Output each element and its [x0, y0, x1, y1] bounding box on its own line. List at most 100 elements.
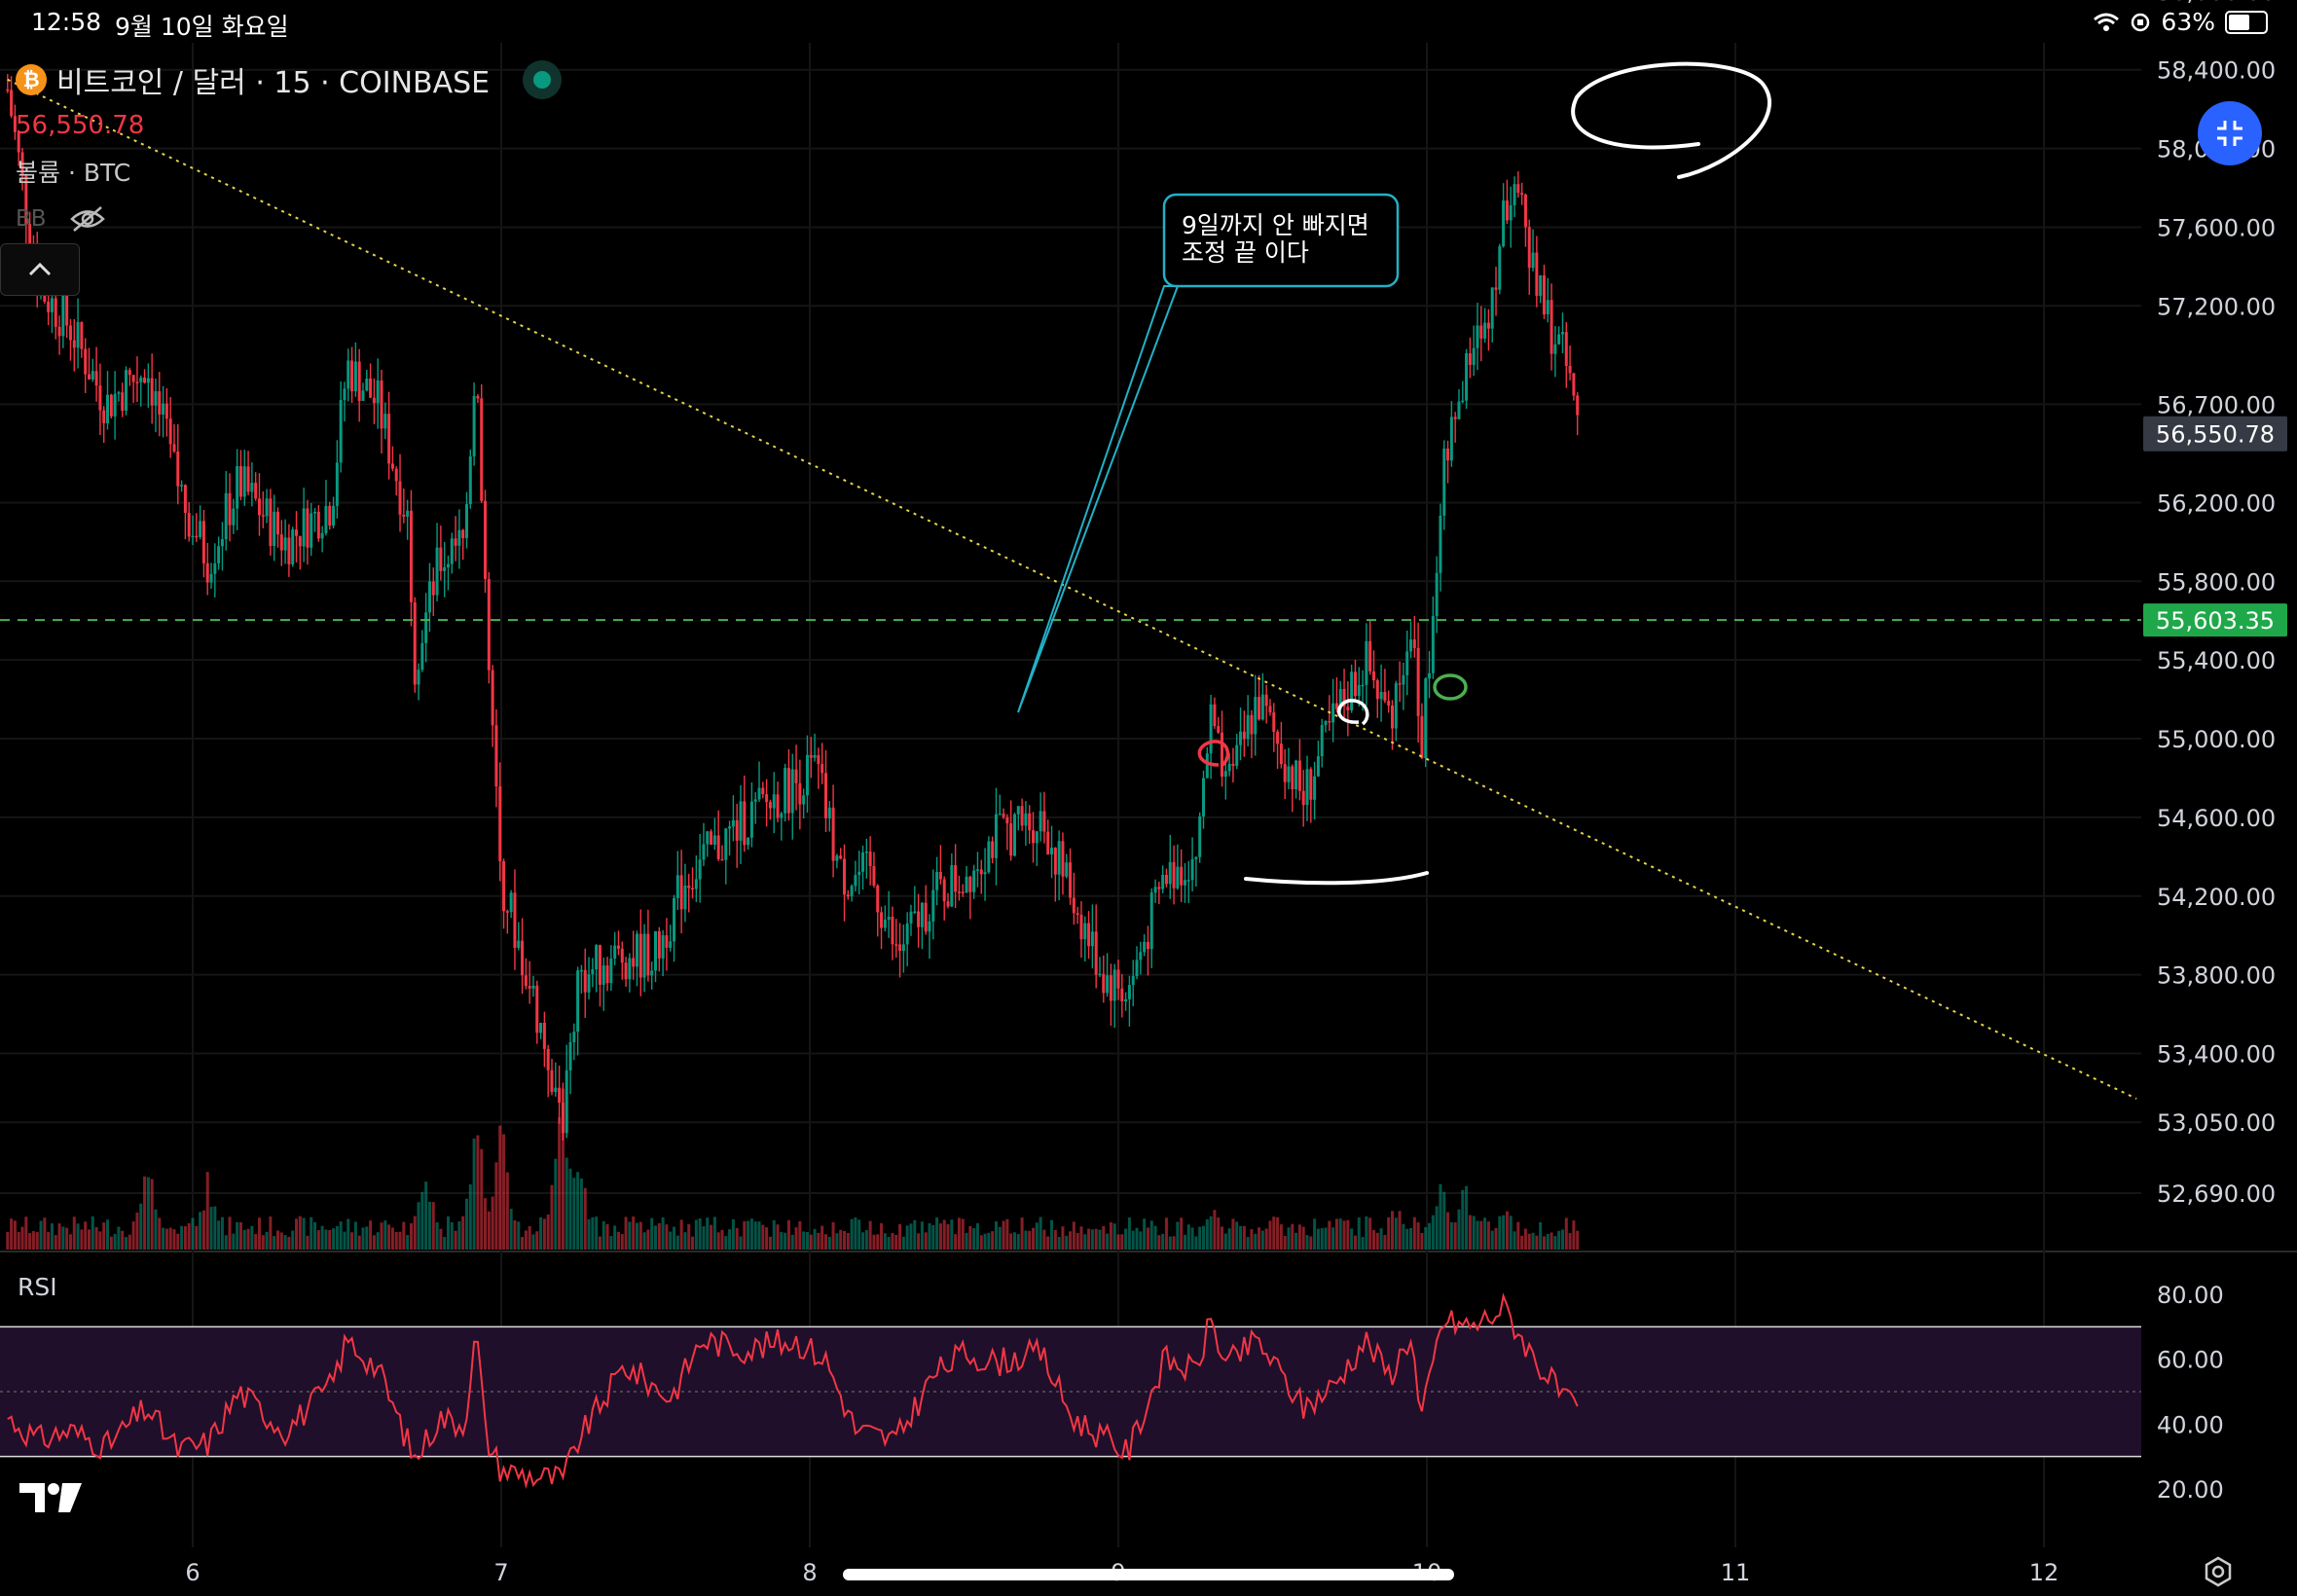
volume-bar	[1309, 1236, 1313, 1250]
candle-body	[61, 294, 65, 337]
candle-body	[287, 537, 291, 564]
volume-legend[interactable]: 볼륨 · BTC	[16, 159, 131, 187]
candle-body	[1546, 300, 1550, 315]
candle-body	[1431, 615, 1435, 673]
candle-body	[749, 801, 753, 838]
green-circle-mark	[1433, 673, 1468, 701]
candle-body	[98, 385, 102, 411]
candle-body	[232, 508, 236, 526]
volume-bar	[313, 1221, 317, 1250]
volume-bar	[950, 1219, 954, 1250]
volume-bar	[531, 1234, 535, 1250]
candle-body	[724, 828, 728, 860]
candle-body	[187, 512, 191, 537]
symbol-title[interactable]: 비트코인 / 달러 · 15 · COINBASE	[56, 66, 491, 100]
volume-bar	[880, 1222, 884, 1250]
volume-bar	[938, 1223, 942, 1250]
white-circle-mark	[1337, 699, 1369, 726]
volume-bar	[1331, 1227, 1335, 1250]
candle-body	[269, 498, 273, 547]
volume-bar	[1198, 1226, 1202, 1250]
candle-body	[1209, 704, 1213, 754]
price-tick-label: 55,400.00	[2157, 647, 2276, 674]
candle-body	[242, 466, 246, 497]
volume-bar	[72, 1216, 76, 1250]
volume-bar	[209, 1207, 213, 1250]
home-indicator[interactable]	[843, 1569, 1454, 1580]
volume-bar	[1139, 1231, 1143, 1250]
candle-body	[1294, 760, 1298, 790]
tradingview-logo	[19, 1481, 84, 1518]
volume-bar	[306, 1235, 310, 1250]
volume-bar	[1239, 1225, 1243, 1250]
volume-bar	[1416, 1222, 1420, 1250]
price-tick-label: 58,400.00	[2157, 57, 2276, 85]
market-status-indicator[interactable]	[523, 60, 563, 99]
volume-bar	[1053, 1229, 1057, 1250]
candle-body	[983, 872, 987, 875]
volume-bar	[646, 1229, 650, 1250]
candle-body	[324, 505, 328, 533]
candle-body	[302, 508, 306, 547]
volume-bar	[991, 1231, 995, 1250]
candle-body	[1365, 640, 1368, 685]
candle-body	[965, 876, 968, 893]
volume-bar	[387, 1224, 391, 1250]
candle-body	[1069, 862, 1073, 898]
price-tick-label: 55,000.00	[2157, 726, 2276, 753]
candle-body	[558, 1087, 562, 1104]
candle-body	[739, 801, 743, 841]
bb-indicator-row[interactable]: BB	[16, 204, 562, 234]
volume-bar	[1446, 1212, 1450, 1250]
candle-body	[901, 944, 905, 952]
hidden-eye-icon[interactable]	[68, 204, 107, 234]
volume-bar	[513, 1219, 517, 1250]
rsi-label[interactable]: RSI	[18, 1273, 57, 1301]
candle-body	[975, 869, 979, 871]
candle-body	[979, 869, 983, 875]
candle-body	[1523, 194, 1527, 228]
volume-bar	[128, 1234, 131, 1250]
price-tick-label: 53,050.00	[2157, 1109, 2276, 1137]
candle-body	[236, 465, 239, 509]
candle-body	[10, 90, 14, 117]
chart-grid	[0, 43, 2297, 1547]
volume-bar	[13, 1220, 17, 1250]
candle-body	[1061, 841, 1065, 877]
candle-body	[54, 298, 57, 327]
volume-bar	[605, 1223, 609, 1250]
candle-body	[1139, 952, 1143, 961]
bb-label[interactable]: BB	[16, 206, 47, 232]
volume-bar	[328, 1230, 332, 1250]
fullscreen-exit-button[interactable]	[2198, 101, 2262, 165]
chart-settings-button[interactable]	[2202, 1555, 2235, 1592]
volume-bar	[905, 1225, 909, 1250]
candle-body	[376, 380, 380, 404]
candle-body	[809, 754, 813, 758]
candle-body	[6, 89, 10, 91]
candle-body	[509, 892, 513, 913]
candle-body	[1016, 806, 1020, 815]
candle-body	[1227, 763, 1231, 772]
candle-body	[65, 294, 69, 326]
candle-body	[1539, 274, 1543, 297]
volume-bar	[650, 1217, 654, 1250]
volume-bar	[1186, 1224, 1190, 1250]
wifi-icon	[2094, 13, 2120, 31]
candle-body	[706, 831, 710, 845]
volume-bar	[979, 1235, 983, 1250]
candle-body	[106, 394, 110, 423]
candle-body	[753, 799, 757, 802]
volume-bar	[39, 1220, 43, 1250]
candle-body	[735, 819, 739, 841]
candle-body	[498, 786, 502, 861]
collapse-legend-button[interactable]	[0, 243, 80, 296]
volume-bar	[1394, 1217, 1398, 1250]
candle-body	[343, 388, 346, 401]
symbol-row[interactable]: ₿ 비트코인 / 달러 · 15 · COINBASE	[16, 58, 563, 101]
volume-bar	[1076, 1232, 1079, 1250]
volume-bar	[1531, 1232, 1535, 1250]
volume-bar	[1149, 1220, 1153, 1250]
volume-bar	[1313, 1218, 1317, 1250]
